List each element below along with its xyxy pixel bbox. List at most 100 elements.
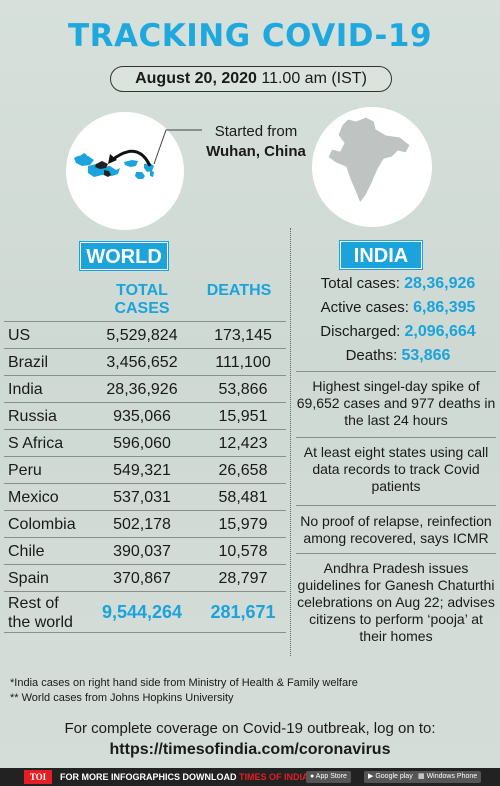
india-stat-deaths: Deaths: 53,866 bbox=[296, 344, 500, 368]
cases-cell: 935,066 bbox=[113, 408, 171, 425]
coverage-link[interactable]: https://timesofindia.com/coronavirus bbox=[109, 741, 391, 758]
windows-icon: ▦ bbox=[418, 773, 425, 780]
time-text: 11.00 am (IST) bbox=[261, 70, 367, 87]
country-cell: Brazil bbox=[8, 354, 49, 371]
promo-text-2: TIMES OF INDIA APP bbox=[239, 772, 329, 782]
column-divider bbox=[290, 228, 291, 656]
footnote-2: ** World cases from Johns Hopkins Univer… bbox=[10, 692, 234, 704]
rest-label-2: the world bbox=[8, 614, 73, 631]
table-row: Peru 549,321 26,658 bbox=[4, 456, 286, 483]
deaths-cell: 53,866 bbox=[218, 381, 268, 398]
deaths-cell: 15,951 bbox=[218, 408, 268, 425]
cases-cell: 549,321 bbox=[113, 462, 171, 479]
table-row: Mexico 537,031 58,481 bbox=[4, 483, 286, 510]
table-row: Spain 370,867 28,797 bbox=[4, 564, 286, 591]
deaths-cell: 173,145 bbox=[214, 327, 272, 344]
country-cell: Rest of the world bbox=[8, 594, 88, 632]
stat-label: Active cases: bbox=[320, 299, 414, 316]
rest-label-1: Rest of bbox=[8, 595, 59, 612]
cases-cell: 596,060 bbox=[113, 435, 171, 452]
table-row: Russia 935,066 15,951 bbox=[4, 402, 286, 429]
divider bbox=[296, 437, 496, 438]
footnote-1: *India cases on right hand side from Min… bbox=[10, 677, 358, 689]
divider bbox=[296, 371, 496, 372]
coverage-text: For complete coverage on Covid-19 outbre… bbox=[64, 720, 436, 737]
table-row: US 5,529,824 173,145 bbox=[4, 321, 286, 348]
world-table: US 5,529,824 173,145 Brazil 3,456,652 11… bbox=[4, 321, 286, 633]
country-cell: Spain bbox=[8, 570, 49, 587]
deaths-cell: 26,658 bbox=[218, 462, 268, 479]
google-play-badge[interactable]: ▶ Google play bbox=[364, 771, 417, 783]
deaths-cell: 111,100 bbox=[215, 354, 271, 371]
india-map-circle bbox=[312, 107, 432, 227]
origin-city: Wuhan, China bbox=[206, 143, 306, 160]
divider bbox=[296, 553, 496, 554]
promo-text-1: FOR MORE INFOGRAPHICS DOWNLOAD bbox=[60, 772, 239, 782]
app-store-badge[interactable]: ● App Store bbox=[306, 771, 351, 783]
deaths-cell: 15,979 bbox=[218, 516, 268, 533]
toi-logo: TOI bbox=[24, 770, 52, 784]
india-stats: Total cases: 28,36,926 Active cases: 6,8… bbox=[296, 272, 500, 368]
stat-value: 28,36,926 bbox=[404, 275, 476, 292]
deaths-cell: 58,481 bbox=[218, 489, 268, 506]
india-stat-total: Total cases: 28,36,926 bbox=[296, 272, 500, 296]
divider bbox=[296, 505, 496, 506]
table-row: Colombia 502,178 15,979 bbox=[4, 510, 286, 537]
country-cell: Colombia bbox=[8, 516, 76, 533]
india-stat-discharged: Discharged: 2,096,664 bbox=[296, 320, 500, 344]
table-row: Chile 390,037 10,578 bbox=[4, 537, 286, 564]
news-item: At least eight states using call data re… bbox=[303, 444, 489, 494]
promo-text: FOR MORE INFOGRAPHICS DOWNLOAD TIMES OF … bbox=[60, 768, 329, 786]
cases-cell: 537,031 bbox=[113, 489, 171, 506]
page-title: TRACKING COVID-19 bbox=[67, 18, 433, 54]
world-tag: WORLD bbox=[79, 241, 169, 271]
origin-line-1: Started from bbox=[214, 123, 298, 140]
windows-label: Windows Phone bbox=[426, 773, 478, 780]
cases-cell: 390,037 bbox=[113, 543, 171, 560]
table-row: India 28,36,926 53,866 bbox=[4, 375, 286, 402]
deaths-cell: 281,671 bbox=[210, 602, 276, 622]
stat-value: 6,86,395 bbox=[413, 299, 476, 316]
world-col-total-cases: TOTAL CASES bbox=[96, 282, 188, 318]
india-map-icon bbox=[327, 116, 411, 205]
app-store-label: App Store bbox=[315, 773, 347, 780]
deaths-cell: 12,423 bbox=[218, 435, 268, 452]
stat-label: Total cases: bbox=[320, 275, 405, 292]
world-map-icon bbox=[74, 149, 154, 179]
table-row: S Africa 596,060 12,423 bbox=[4, 429, 286, 456]
google-play-label: Google play bbox=[375, 773, 413, 780]
stat-value: 53,866 bbox=[401, 347, 451, 364]
stat-label: Discharged: bbox=[320, 323, 405, 340]
table-row: Brazil 3,456,652 111,100 bbox=[4, 348, 286, 375]
stat-value: 2,096,664 bbox=[404, 323, 476, 340]
cases-cell: 28,36,926 bbox=[106, 381, 178, 398]
date-pill: August 20, 2020 11.00 am (IST) bbox=[110, 66, 392, 92]
cases-cell: 9,544,264 bbox=[101, 602, 183, 622]
footnotes: *India cases on right hand side from Min… bbox=[10, 676, 358, 706]
country-cell: Peru bbox=[8, 462, 42, 479]
windows-phone-badge[interactable]: ▦ Windows Phone bbox=[414, 771, 482, 783]
country-cell: India bbox=[8, 381, 43, 398]
cases-cell: 370,867 bbox=[113, 570, 171, 587]
col-total-line-2: CASES bbox=[114, 300, 170, 317]
india-tag: INDIA bbox=[339, 240, 423, 270]
country-cell: US bbox=[8, 327, 31, 344]
news-item: Highest singel-day spike of 69,652 cases… bbox=[296, 378, 496, 428]
apple-icon: ● bbox=[310, 773, 315, 780]
country-cell: Russia bbox=[8, 408, 57, 425]
world-col-deaths: DEATHS bbox=[206, 282, 272, 299]
footer-bar: TOI FOR MORE INFOGRAPHICS DOWNLOAD TIMES… bbox=[0, 768, 500, 786]
country-cell: S Africa bbox=[8, 435, 64, 452]
table-row-rest-of-world: Rest of the world 9,544,264 281,671 bbox=[4, 591, 286, 633]
country-cell: Chile bbox=[8, 543, 45, 560]
india-stat-active: Active cases: 6,86,395 bbox=[296, 296, 500, 320]
origin-pointer-line bbox=[153, 129, 202, 165]
country-cell: Mexico bbox=[8, 489, 59, 506]
deaths-cell: 10,578 bbox=[218, 543, 268, 560]
deaths-cell: 28,797 bbox=[218, 570, 268, 587]
play-icon: ▶ bbox=[368, 773, 374, 780]
cases-cell: 3,456,652 bbox=[106, 354, 178, 371]
world-map-globe bbox=[66, 112, 184, 230]
origin-label: Started from Wuhan, China bbox=[196, 122, 316, 162]
